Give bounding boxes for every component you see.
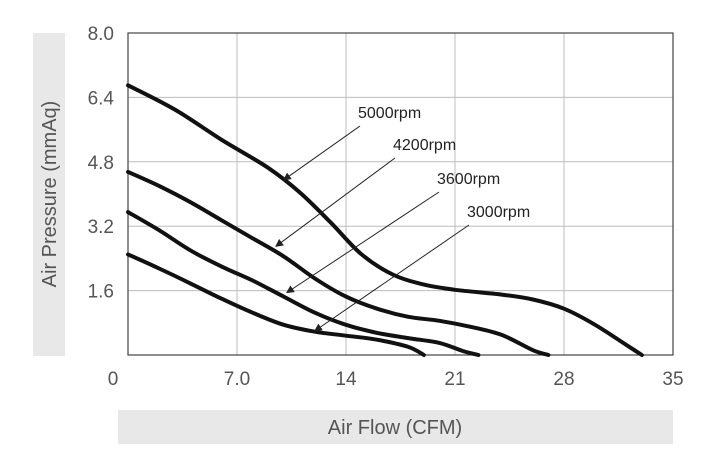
x-axis-label: Air Flow (CFM) — [328, 417, 462, 439]
series-lines — [126, 83, 644, 357]
annotation-label-4200rpm: 4200rpm — [393, 137, 456, 154]
plot-frame — [127, 32, 674, 356]
x-tick-label: 28 — [553, 369, 574, 390]
annotation-arrow-5000rpm — [282, 125, 361, 181]
annotation-arrow-3000rpm — [314, 224, 470, 332]
series-line-3600rpm — [126, 210, 481, 357]
tick-labels: 0 7.0 14 21 28 35 1.6 3.2 4.8 6.4 8.0 — [88, 24, 684, 390]
x-tick-label: 0 — [108, 369, 119, 390]
annotation-label-3000rpm: 3000rpm — [467, 204, 530, 221]
y-axis-label: Air Pressure (mmAq) — [39, 101, 61, 288]
y-tick-label: 6.4 — [88, 88, 115, 109]
series-line-4200rpm — [126, 169, 551, 357]
series-line-5000rpm — [126, 83, 644, 357]
annotation-arrow-4200rpm — [275, 157, 396, 247]
y-tick-label: 3.2 — [88, 217, 114, 238]
y-tick-label: 1.6 — [88, 282, 114, 303]
series-line-3000rpm — [126, 252, 426, 357]
x-tick-label: 21 — [444, 369, 465, 390]
y-axis-label-band — [33, 33, 65, 356]
x-tick-label: 7.0 — [224, 369, 250, 390]
x-axis-label-band — [118, 410, 673, 444]
rpm-annotations: 5000rpm 4200rpm 3600rpm 3000rpm — [275, 105, 530, 332]
x-tick-label: 14 — [335, 369, 357, 390]
annotation-label-5000rpm: 5000rpm — [358, 105, 421, 122]
x-tick-label: 35 — [662, 369, 683, 390]
grid — [128, 33, 673, 355]
y-tick-label: 4.8 — [88, 153, 114, 174]
annotation-label-3600rpm: 3600rpm — [437, 171, 500, 188]
annotation-arrow-3600rpm — [285, 191, 440, 294]
y-tick-label: 8.0 — [88, 24, 114, 45]
